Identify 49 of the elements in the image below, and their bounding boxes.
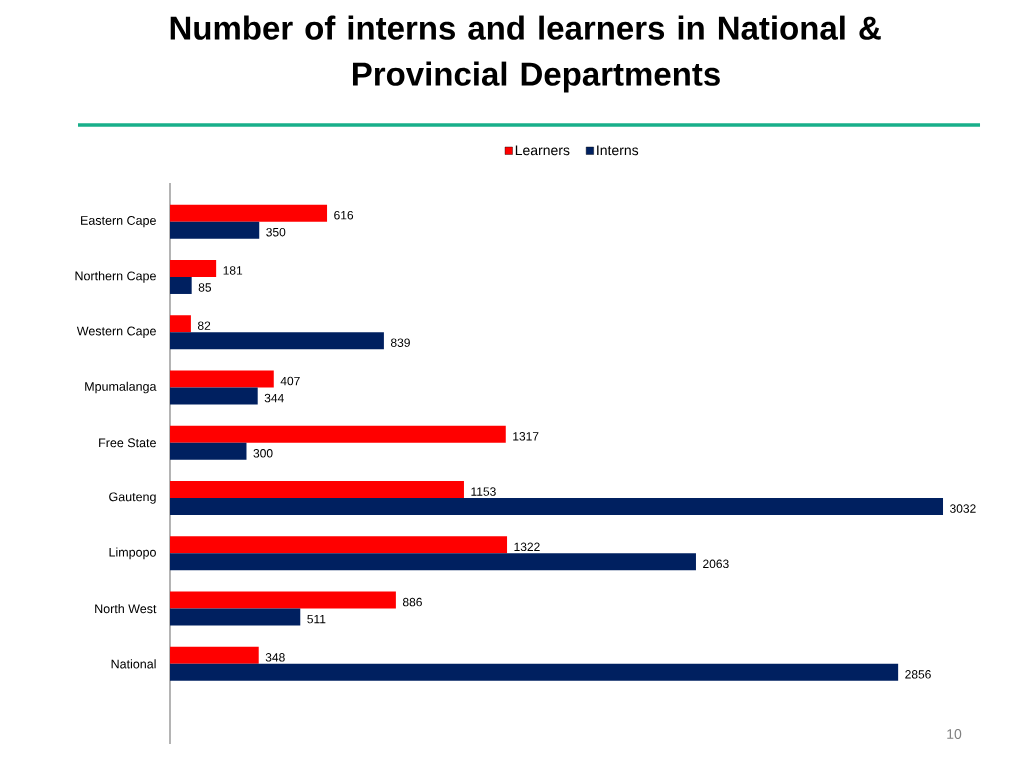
bar	[170, 221, 260, 239]
data-label: 2063	[703, 559, 729, 569]
data-label: 1317	[513, 432, 539, 441]
legend-label: Interns	[597, 145, 639, 156]
bar	[170, 591, 396, 609]
bar	[170, 315, 191, 333]
bar	[170, 276, 192, 294]
y-tick-label: Eastern Cape	[81, 216, 156, 228]
y-tick-label: Mpumalanga	[85, 381, 157, 394]
text: 10	[947, 729, 962, 739]
data-label: 300	[253, 449, 273, 458]
bar	[170, 663, 899, 681]
bar	[170, 204, 328, 222]
bar	[170, 370, 274, 388]
data-label: 85	[198, 283, 212, 292]
bar	[170, 442, 247, 460]
data-label: 82	[197, 321, 211, 330]
data-label: 407	[280, 376, 300, 386]
bar	[170, 332, 384, 350]
data-label: 1322	[514, 542, 540, 552]
y-tick-label: Western Cape	[76, 326, 156, 338]
data-label: 344	[264, 393, 284, 403]
data-label: 616	[334, 210, 354, 220]
data-label: 350	[266, 227, 286, 237]
bar	[170, 481, 464, 499]
y-tick-label: Free State	[99, 438, 156, 448]
chart-title: Number of interns and learners in National & Provincial Departments	[170, 15, 881, 93]
data-label: 3032	[950, 504, 976, 513]
bar	[170, 553, 696, 571]
bar	[170, 536, 508, 554]
bar	[170, 387, 258, 405]
bar	[170, 646, 259, 664]
y-tick-label: Limpopo	[109, 547, 156, 560]
bar	[170, 425, 506, 443]
bar	[170, 608, 301, 626]
bar	[170, 498, 944, 516]
data-label: 348	[265, 653, 285, 662]
y-tick-label: Gauteng	[109, 492, 156, 504]
y-tick-label: Northern Cape	[75, 271, 156, 283]
data-label: 511	[307, 614, 326, 624]
bar	[170, 259, 217, 277]
y-tick-label: North West	[95, 604, 157, 614]
data-label: 2856	[905, 670, 931, 679]
data-label: 839	[390, 338, 410, 347]
data-label: 886	[402, 597, 422, 607]
data-label: 181	[223, 266, 243, 275]
y-tick-label: National	[111, 659, 156, 669]
data-label: 1153	[471, 487, 496, 496]
legend-label: Learners	[515, 145, 570, 156]
